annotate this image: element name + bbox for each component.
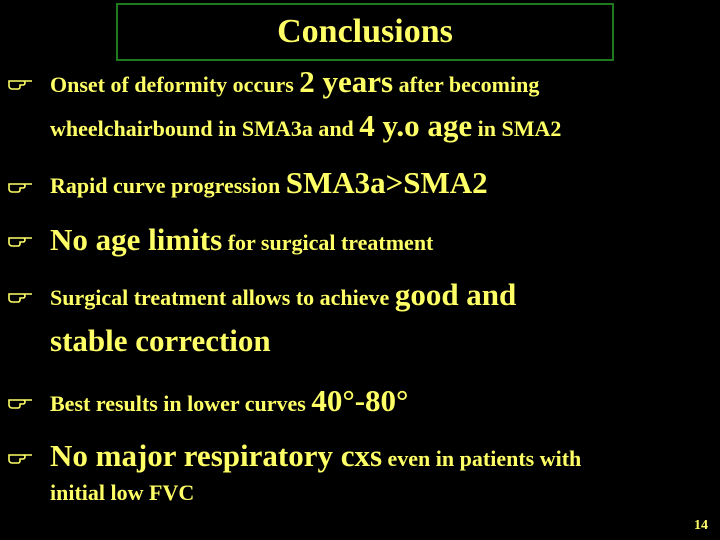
bullet-6-text-c: initial low FVC	[50, 480, 195, 505]
bullet-4-text-c: stable correction	[50, 323, 271, 358]
bullet-5-text-a: Best results in lower curves	[50, 391, 312, 416]
bullet-6-text-a: No major respiratory cxs	[50, 438, 383, 473]
slide-title: Conclusions	[277, 13, 453, 50]
pointing-hand-icon	[8, 447, 34, 465]
bullet-3: No age limits for surgical treatment	[8, 222, 708, 262]
bullet-1-line-2: wheelchairbound in SMA3a and 4 y.o age i…	[50, 108, 561, 144]
bullet-4-line-2: stable correction	[50, 323, 271, 359]
pointing-hand-icon	[8, 176, 34, 194]
bullet-1-text-c: after becoming	[393, 72, 540, 97]
bullet-1: Onset of deformity occurs 2 years after …	[8, 64, 708, 144]
bullet-4: Surgical treatment allows to achieve goo…	[8, 277, 708, 362]
bullet-4-line-1: Surgical treatment allows to achieve goo…	[50, 277, 516, 313]
title-box	[116, 3, 614, 61]
bullet-1-text-f: in SMA2	[472, 116, 562, 141]
bullet-4-text-b: good and	[394, 277, 517, 312]
page-number: 14	[694, 518, 708, 533]
bullet-3-text-b: for surgical treatment	[222, 230, 434, 255]
bullet-1-text-e: 4 y.o age	[359, 108, 473, 143]
bullet-5: Best results in lower curves 40°-80°	[8, 383, 708, 423]
bullet-2-text-a: Rapid curve progression	[50, 173, 286, 198]
bullet-5-text-b: 40°-80°	[311, 383, 409, 418]
pointing-hand-icon	[8, 230, 34, 248]
bullet-6-text-b: even in patients with	[382, 446, 582, 471]
bullet-6-line-1: No major respiratory cxs even in patient…	[50, 438, 581, 474]
pointing-hand-icon	[8, 286, 34, 304]
bullet-3-text-a: No age limits	[50, 222, 223, 257]
bullet-3-line-1: No age limits for surgical treatment	[50, 222, 433, 258]
bullet-4-text-a: Surgical treatment allows to achieve	[50, 285, 395, 310]
bullet-2: Rapid curve progression SMA3a>SMA2	[8, 165, 708, 205]
bullet-1-text-a: Onset of deformity occurs	[50, 72, 300, 97]
bullet-1-line-1: Onset of deformity occurs 2 years after …	[50, 64, 539, 100]
bullet-1-text-d: wheelchairbound in SMA3a and	[50, 116, 360, 141]
bullet-5-line-1: Best results in lower curves 40°-80°	[50, 383, 408, 419]
bullet-6: No major respiratory cxs even in patient…	[8, 438, 708, 518]
pointing-hand-icon	[8, 73, 34, 91]
bullet-6-line-2: initial low FVC	[50, 480, 194, 506]
bullet-1-text-b: 2 years	[299, 64, 394, 99]
bullet-2-line-1: Rapid curve progression SMA3a>SMA2	[50, 165, 488, 201]
pointing-hand-icon	[8, 392, 34, 410]
bullet-2-text-b: SMA3a>SMA2	[285, 165, 488, 200]
